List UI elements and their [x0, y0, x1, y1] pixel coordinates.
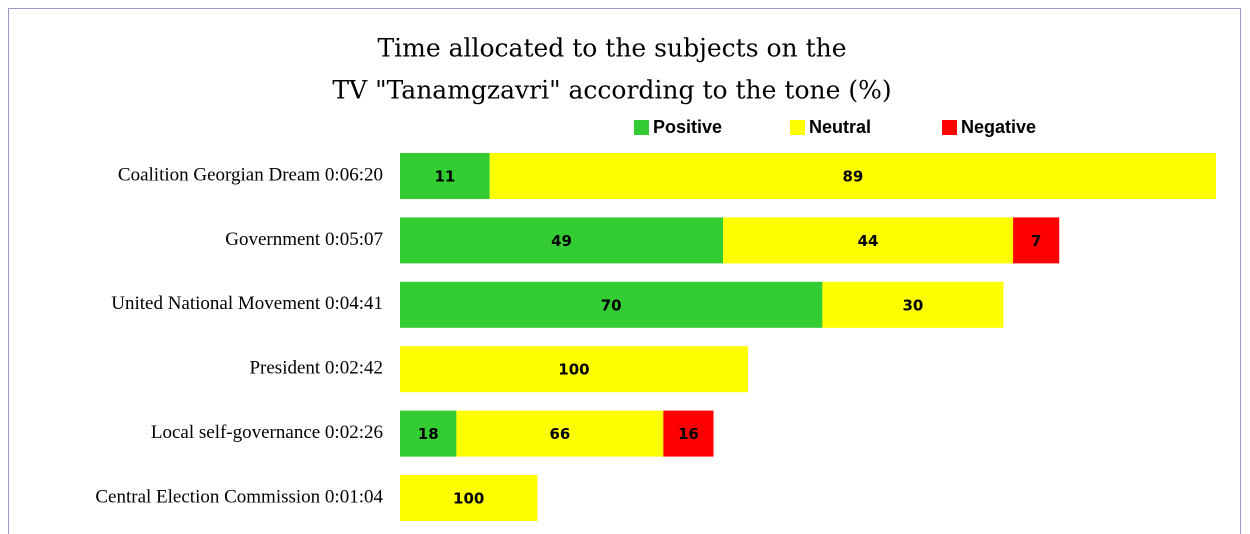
- category-label: President 0:02:42: [249, 358, 383, 379]
- legend-swatch: [634, 120, 649, 135]
- bar-segment: [456, 410, 664, 457]
- bar-segment: [1013, 217, 1060, 264]
- legend-label: Neutral: [809, 117, 871, 137]
- legend-label: Negative: [961, 117, 1036, 137]
- data-label: 49: [551, 232, 572, 250]
- chart-title: Time allocated to the subjects on the: [377, 34, 846, 63]
- data-label: 100: [453, 490, 484, 508]
- category-label: Coalition Georgian Dream 0:06:20: [118, 164, 383, 185]
- legend-swatch: [790, 120, 805, 135]
- bar-segment: [822, 281, 1004, 328]
- category-label: United National Movement 0:04:41: [111, 293, 383, 314]
- data-label: 89: [842, 168, 863, 186]
- category-label: Local self-governance 0:02:26: [151, 422, 383, 443]
- bar-segment: [723, 217, 1014, 264]
- bar-segment: [400, 153, 490, 199]
- bar-segment: [489, 153, 1216, 199]
- data-label: 18: [418, 425, 439, 443]
- data-label: 70: [601, 296, 622, 314]
- data-label: 44: [858, 232, 879, 250]
- bar-segment: [400, 217, 724, 264]
- chart-title: TV "Tanamgzavri" according to the tone (…: [332, 76, 891, 105]
- bar-segment: [400, 346, 748, 393]
- bar-segment: [400, 410, 457, 457]
- bar-segment: [663, 410, 714, 457]
- legend-label: Positive: [653, 117, 722, 137]
- data-label: 16: [678, 425, 699, 443]
- data-label: 7: [1031, 232, 1041, 250]
- chart-border: [8, 8, 1241, 534]
- legend-swatch: [942, 120, 957, 135]
- category-label: Government 0:05:07: [225, 229, 383, 250]
- data-label: 66: [549, 425, 570, 443]
- category-label: Central Election Commission 0:01:04: [95, 486, 383, 507]
- data-label: 100: [558, 361, 589, 379]
- bar-segment: [400, 281, 823, 328]
- bar-segment: [400, 475, 538, 521]
- data-label: 11: [434, 168, 455, 186]
- data-label: 30: [902, 296, 923, 314]
